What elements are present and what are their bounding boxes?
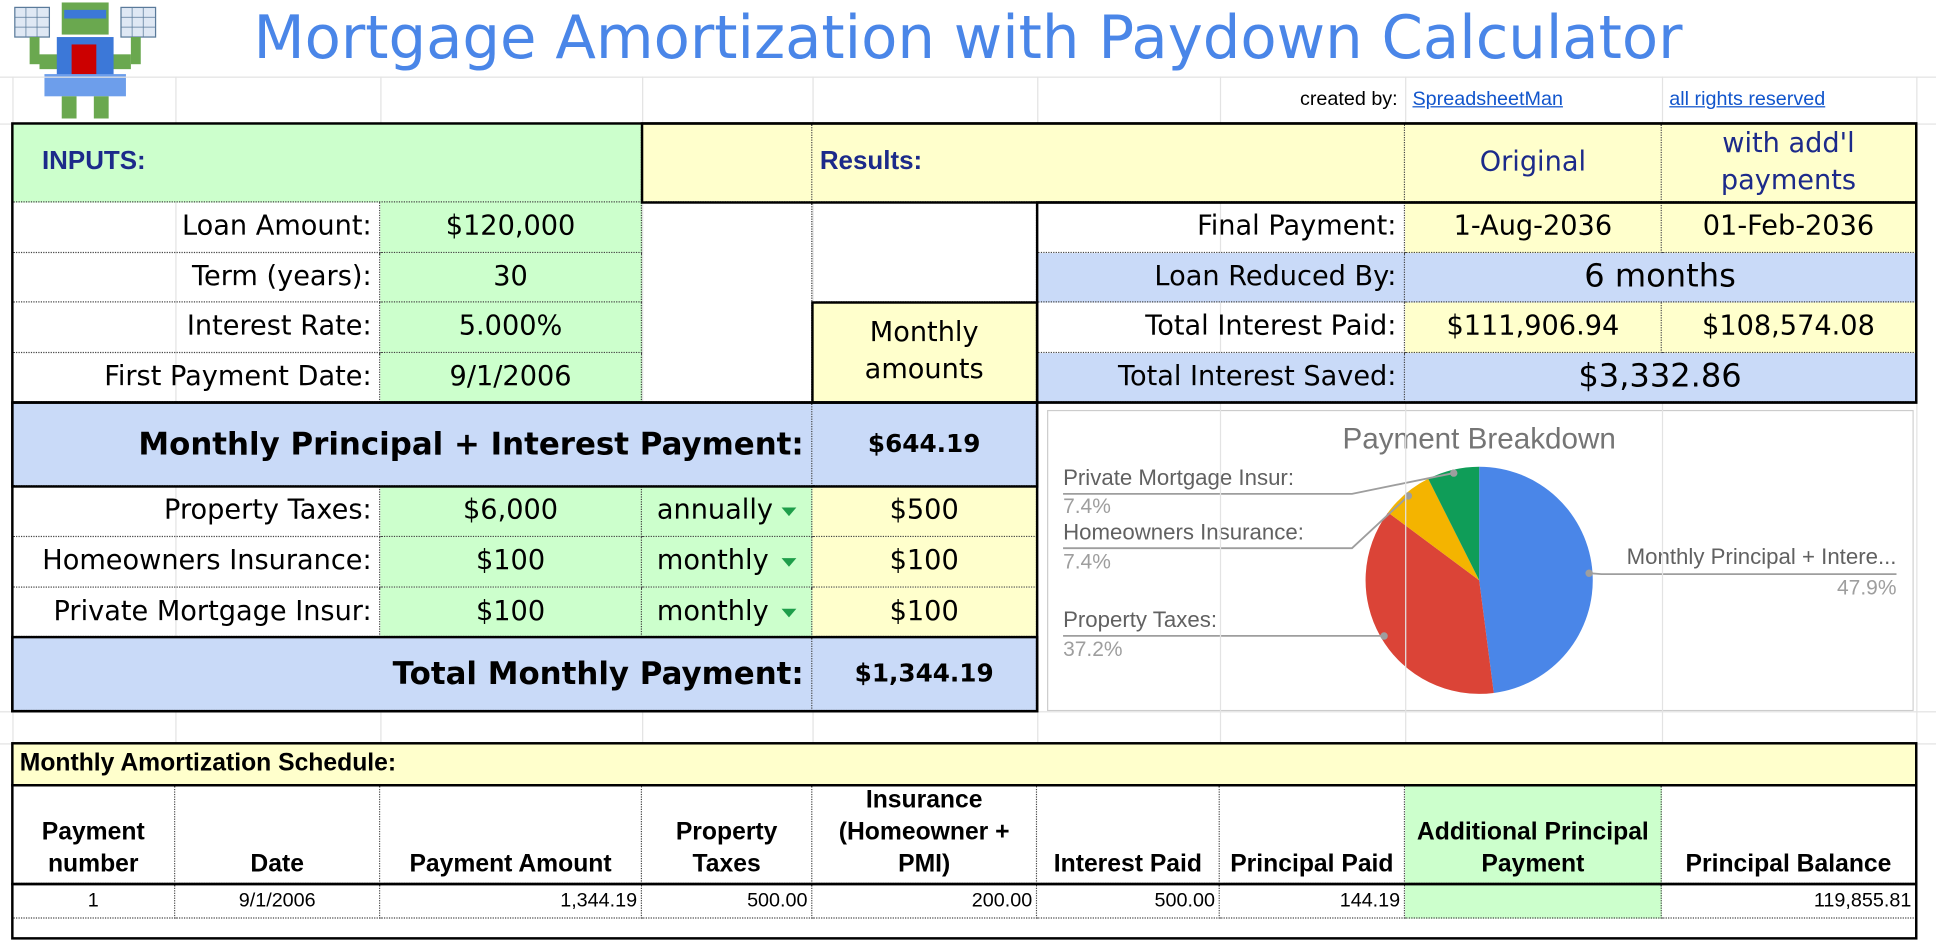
result-value: 01-Feb-2036	[1662, 202, 1916, 253]
result-label: Total Interest Saved:	[1037, 353, 1405, 402]
dropdown-arrow	[782, 558, 797, 567]
pie-chart: Payment Breakdown Monthly Principal + In…	[1047, 410, 1914, 711]
column-header: with add'l payments	[1662, 123, 1916, 202]
cell	[812, 202, 1037, 302]
schedule-cell: 500.00	[1037, 884, 1220, 919]
leader-dot	[1585, 570, 1592, 577]
result-label: Loan Reduced By:	[1037, 253, 1405, 302]
cell	[642, 202, 812, 402]
rights-link[interactable]: all rights reserved	[1662, 77, 1916, 124]
input-label: Loan Amount:	[12, 202, 380, 253]
page-title: Mortgage Amortization with Paydown Calcu…	[0, 0, 1936, 77]
dropdown-arrow	[782, 608, 797, 617]
schedule-header: Interest Paid	[1037, 785, 1220, 884]
input-value[interactable]: $120,000	[380, 202, 642, 253]
slice-label: Monthly Principal + Intere...	[1627, 544, 1897, 569]
input-value[interactable]: 30	[380, 253, 642, 302]
schedule-cell: 500.00	[642, 884, 812, 919]
schedule-cell: 119,855.81	[1662, 884, 1916, 919]
expense-monthly: $100	[812, 537, 1037, 588]
slice-percent: 7.4%	[1063, 551, 1111, 574]
schedule-cell: 1,344.19	[380, 884, 642, 919]
result-value: $3,332.86	[1405, 353, 1916, 402]
payment-value: $644.19	[812, 403, 1037, 487]
slice-label: Private Mortgage Insur:	[1063, 465, 1294, 490]
input-label: First Payment Date:	[12, 353, 380, 402]
slice-percent: 47.9%	[1837, 576, 1896, 599]
payment-label: Monthly Principal + Interest Payment:	[12, 403, 812, 487]
input-label: Term (years):	[12, 253, 380, 302]
results-heading: Results:	[812, 123, 1405, 202]
slice-label: Property Taxes:	[1063, 607, 1217, 632]
expense-label: Property Taxes:	[12, 486, 380, 537]
schedule-cell: 9/1/2006	[175, 884, 380, 919]
schedule-header: Payment number	[12, 785, 175, 884]
schedule-header: Principal Balance	[1662, 785, 1916, 884]
leader-line	[1589, 573, 1896, 574]
expense-monthly: $100	[812, 588, 1037, 637]
schedule-cell: 1	[12, 884, 175, 919]
input-label: Interest Rate:	[12, 303, 380, 354]
author-link[interactable]: SpreadsheetMan	[1405, 77, 1662, 124]
page: Payment Breakdown Monthly Principal + In…	[0, 0, 1936, 918]
expense-label: Private Mortgage Insur:	[12, 588, 380, 637]
expense-monthly: $500	[812, 486, 1037, 537]
schedule-header: Insurance (Homeowner + PMI)	[812, 785, 1037, 884]
frequency-dropdown[interactable]: monthly	[642, 588, 812, 637]
input-value[interactable]: 9/1/2006	[380, 353, 642, 402]
schedule-header: Property Taxes	[642, 785, 812, 884]
grid-line	[1916, 77, 1917, 919]
result-value: 1-Aug-2036	[1405, 202, 1662, 253]
result-value: $111,906.94	[1405, 303, 1662, 354]
spreadsheet: Payment Breakdown Monthly Principal + In…	[0, 0, 1936, 919]
grid-line	[0, 711, 1936, 712]
leader-dot	[1380, 632, 1387, 639]
result-label: Final Payment:	[1037, 202, 1405, 253]
chart-title: Payment Breakdown	[1342, 423, 1615, 456]
created-by-label: created by:	[1111, 77, 1405, 124]
schedule-cell	[1405, 884, 1662, 919]
dropdown-arrow	[782, 507, 797, 516]
schedule-header: Additional Principal Payment	[1405, 785, 1662, 884]
expense-amount[interactable]: $100	[380, 537, 642, 588]
expense-label: Homeowners Insurance:	[12, 537, 380, 588]
result-label: Total Interest Paid:	[1037, 303, 1405, 354]
schedule-header: Date	[175, 785, 380, 884]
schedule-title: Monthly Amortization Schedule:	[12, 743, 1916, 785]
input-value[interactable]: 5.000%	[380, 303, 642, 354]
monthly-amounts-label: Monthly amounts	[812, 303, 1037, 403]
slice-label: Homeowners Insurance:	[1063, 519, 1304, 544]
slice-percent: 37.2%	[1063, 638, 1122, 661]
expense-amount[interactable]: $100	[380, 588, 642, 637]
column-header: Original	[1405, 123, 1662, 202]
frequency-dropdown[interactable]: annually	[642, 486, 812, 537]
total-label: Total Monthly Payment:	[12, 637, 812, 711]
result-value: 6 months	[1405, 253, 1916, 302]
schedule-cell: 200.00	[812, 884, 1037, 919]
slice-percent: 7.4%	[1063, 495, 1111, 518]
schedule-cell: 144.19	[1220, 884, 1405, 919]
total-value: $1,344.19	[812, 637, 1037, 711]
leader-dot	[1450, 469, 1457, 476]
frequency-dropdown[interactable]: monthly	[642, 537, 812, 588]
schedule-header: Principal Paid	[1220, 785, 1405, 884]
cell	[642, 123, 812, 202]
result-value: $108,574.08	[1662, 303, 1916, 354]
schedule-header: Payment Amount	[380, 785, 642, 884]
inputs-heading: INPUTS:	[12, 123, 642, 202]
expense-amount[interactable]: $6,000	[380, 486, 642, 537]
